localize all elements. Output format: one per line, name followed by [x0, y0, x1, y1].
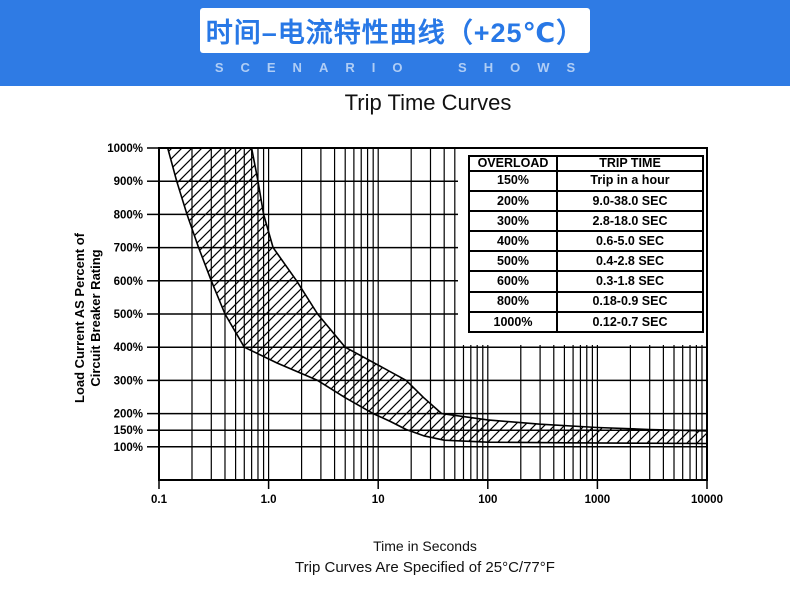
trip-time-cell: 0.3-1.8 SEC: [556, 270, 704, 293]
svg-text:Circuit Breaker Rating: Circuit Breaker Rating: [88, 249, 103, 386]
x-axis-caption: Time in Seconds: [373, 538, 477, 554]
table-row: 400% 0.6-5.0 SEC: [468, 230, 704, 253]
overload-cell: 1000%: [468, 310, 558, 334]
svg-text:Load Current AS Percent of: Load Current AS Percent of: [72, 232, 87, 403]
x-tick-label: 1000: [585, 494, 611, 506]
table-row: 500% 0.4-2.8 SEC: [468, 250, 704, 273]
trip-time-cell: Trip in a hour: [556, 169, 704, 192]
trip-time-cell: 0.6-5.0 SEC: [556, 230, 704, 253]
y-tick-label: 700%: [114, 243, 143, 255]
chart-title: Trip Time Curves: [344, 90, 512, 115]
y-tick-label: 800%: [114, 209, 143, 221]
y-tick-label: 200%: [114, 409, 143, 421]
table-row: 600% 0.3-1.8 SEC: [468, 270, 704, 293]
overload-cell: 500%: [468, 250, 558, 273]
overload-cell: 150%: [468, 169, 558, 192]
chart-footnote: Trip Curves Are Specified of 25°C/77°F: [295, 559, 555, 576]
y-tick-label: 900%: [114, 176, 143, 188]
trip-time-cell: 0.18-0.9 SEC: [556, 290, 704, 313]
table-row: 300% 2.8-18.0 SEC: [468, 209, 704, 233]
y-axis-labels: 1000% 900% 800% 700% 600% 500% 400% 300% 200% 150…: [107, 143, 158, 454]
header-title-box: 时间–电流特性曲线（+25℃）: [200, 8, 590, 53]
overload-cell: 400%: [468, 230, 558, 253]
y-axis-title: Load Current AS Percent of Circuit Breake…: [72, 232, 103, 403]
header-banner: 时间–电流特性曲线（+25℃） SCENARIO SHOWS: [0, 0, 790, 86]
plot-border: [158, 147, 708, 481]
overload-cell: 300%: [468, 209, 558, 233]
y-tick-label: 500%: [114, 309, 143, 321]
table-row: 200% 9.0-38.0 SEC: [468, 189, 704, 212]
overload-column-header: OVERLOAD: [468, 155, 558, 172]
x-tick-label: 100: [478, 494, 497, 506]
overload-cell: 200%: [468, 189, 558, 212]
overload-cell: 800%: [468, 290, 558, 313]
y-tick-label: 1000%: [107, 143, 143, 155]
table-row: 1000% 0.12-0.7 SEC: [468, 310, 704, 334]
x-tick-label: 10: [372, 494, 385, 506]
y-tick-label: 300%: [114, 375, 143, 387]
trip-time-cell: 2.8-18.0 SEC: [556, 209, 704, 233]
table-header-row: OVERLOAD TRIP TIME: [468, 155, 704, 172]
x-tick-label: 10000: [691, 494, 723, 506]
y-tick-label: 400%: [114, 342, 143, 354]
x-axis-labels: 0.1 1.0 10 100 1000 10000: [151, 480, 723, 506]
table-row: 800% 0.18-0.9 SEC: [468, 290, 704, 313]
trip-time-column-header: TRIP TIME: [556, 155, 704, 172]
overload-cell: 600%: [468, 270, 558, 293]
y-tick-label: 100%: [114, 442, 143, 454]
y-tick-label: 150%: [114, 425, 143, 437]
y-tick-label: 600%: [114, 276, 143, 288]
trip-time-cell: 0.12-0.7 SEC: [556, 310, 704, 334]
header-title: 时间–电流特性曲线（+25℃）: [205, 18, 585, 48]
x-tick-label: 0.1: [151, 494, 168, 506]
trip-time-cell: 9.0-38.0 SEC: [556, 189, 704, 212]
table-row: 150% Trip in a hour: [468, 169, 704, 192]
overload-trip-time-table: OVERLOAD TRIP TIME 150% Trip in a hour 200…: [468, 155, 704, 334]
x-tick-label: 1.0: [261, 494, 277, 506]
header-subtitle: SCENARIO SHOWS: [214, 60, 593, 75]
trip-time-cell: 0.4-2.8 SEC: [556, 250, 704, 273]
